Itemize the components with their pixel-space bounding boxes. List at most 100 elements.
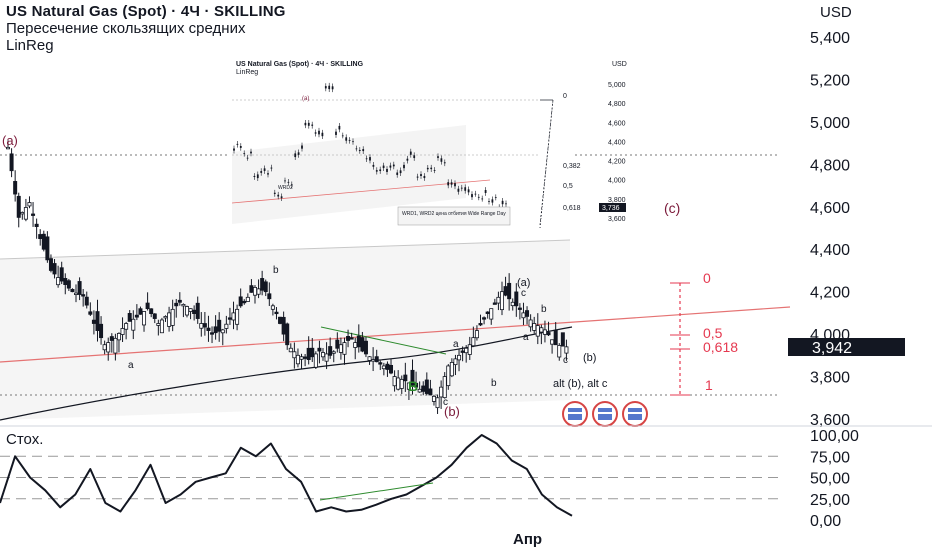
candle-body xyxy=(328,346,333,356)
inset-candle-body xyxy=(277,194,280,197)
inset-candle-body xyxy=(447,182,450,186)
indicator-linreg-label: LinReg xyxy=(6,37,54,54)
inset-axis-label: 4,400 xyxy=(608,139,626,146)
candle-body xyxy=(281,316,286,335)
price-axis-tick-label: 5,400 xyxy=(810,30,850,47)
inset-candle-body xyxy=(440,158,443,162)
inset-candle-body xyxy=(335,131,337,135)
candle-body xyxy=(338,344,343,353)
indicator-ma-cross-label: Пересечение скользящих средних xyxy=(6,20,246,37)
wave-label-green: B xyxy=(408,378,418,394)
candle-body xyxy=(403,374,408,382)
candle-body xyxy=(188,308,193,312)
inset-candle-body xyxy=(484,190,487,193)
inset-candle-body xyxy=(372,164,375,167)
fib-label: 1 xyxy=(705,377,713,393)
inset-axis-label: 3,800 xyxy=(608,197,626,204)
inset-candle-body xyxy=(348,140,351,141)
inset-candle-body xyxy=(488,201,490,202)
price-axis-tick-label: 4,600 xyxy=(810,200,850,217)
candle-body xyxy=(249,285,254,293)
candle-body xyxy=(557,345,562,358)
candle-body xyxy=(238,296,243,307)
inset-candle-body xyxy=(494,197,497,199)
inset-candle-body xyxy=(318,130,320,135)
candle-body xyxy=(91,319,96,324)
candle-body xyxy=(349,337,354,340)
inset-candle-body xyxy=(256,174,259,179)
candle-body xyxy=(52,263,57,275)
inset-candle-body xyxy=(457,188,460,192)
fib-label: 0,5 xyxy=(703,325,723,341)
inset-candle-body xyxy=(355,148,358,150)
candle-body xyxy=(23,207,28,220)
candle-body xyxy=(220,329,225,334)
candle-body xyxy=(217,319,222,332)
candle-body xyxy=(464,347,469,354)
candle-body xyxy=(550,339,555,345)
event-flag-icon-stripe xyxy=(598,412,612,414)
candle-body xyxy=(199,323,204,329)
inset-fib-line xyxy=(539,99,554,226)
candle-body xyxy=(41,233,46,250)
oscillator-axis-label: 25,00 xyxy=(810,492,850,509)
candle-body xyxy=(192,309,197,314)
wave-label: a xyxy=(128,360,134,371)
candle-body xyxy=(145,302,150,310)
candle-body xyxy=(503,286,508,296)
inset-title: US Natural Gas (Spot) · 4Ч · SKILLING xyxy=(236,61,364,68)
candle-body xyxy=(263,281,268,293)
stochastic-line xyxy=(0,434,573,517)
candle-body xyxy=(174,302,179,307)
inset-axis-label: 5,000 xyxy=(608,82,626,89)
oscillator-axis-label: 50,00 xyxy=(810,471,850,488)
candle-body xyxy=(317,347,322,352)
candle-body xyxy=(131,318,136,331)
inset-candle-body xyxy=(437,156,439,158)
candle-body xyxy=(385,363,390,370)
candle-body xyxy=(152,313,157,319)
candle-body xyxy=(102,344,107,351)
candle-body xyxy=(288,347,293,353)
candle-body xyxy=(482,317,487,320)
candle-body xyxy=(27,202,32,207)
candle-body xyxy=(181,303,186,307)
inset-subtitle: LinReg xyxy=(236,69,258,76)
price-axis-tick-label: 5,200 xyxy=(810,72,850,89)
candle-body xyxy=(34,223,39,227)
inset-candle-body xyxy=(297,152,300,155)
candle-body xyxy=(478,323,483,326)
inset-candle-body xyxy=(294,153,297,158)
inset-candle-body xyxy=(358,149,361,151)
candle-body xyxy=(553,329,558,346)
candle-body xyxy=(342,342,347,355)
candle-body xyxy=(88,311,93,315)
candle-body xyxy=(210,332,215,335)
candle-body xyxy=(163,316,168,319)
inset-wave-label: (a) xyxy=(302,96,309,102)
price-axis-tick-label: 4,200 xyxy=(810,285,850,302)
inset-candle-body xyxy=(233,148,235,151)
candle-body xyxy=(532,323,537,331)
candle-body xyxy=(406,382,411,390)
candle-body xyxy=(120,328,125,335)
candle-body xyxy=(378,362,383,365)
candle-body xyxy=(95,311,100,331)
inset-linreg xyxy=(231,179,491,204)
inset-candle-body xyxy=(345,137,348,141)
candle-body xyxy=(267,293,272,300)
inset-candle-body xyxy=(471,194,473,198)
candle-body xyxy=(471,337,476,347)
candle-body xyxy=(106,342,111,353)
inset-candle-body xyxy=(260,171,263,173)
candle-body xyxy=(539,327,544,333)
inset-candle-body xyxy=(263,168,266,171)
inset-candle-body xyxy=(464,187,467,191)
candle-body xyxy=(457,354,462,361)
candle-body xyxy=(74,292,79,295)
candle-body xyxy=(159,319,164,334)
candle-body xyxy=(428,388,433,396)
inset-candle-body xyxy=(406,158,409,161)
inset-candle-body xyxy=(239,146,242,148)
candle-body xyxy=(467,344,472,355)
